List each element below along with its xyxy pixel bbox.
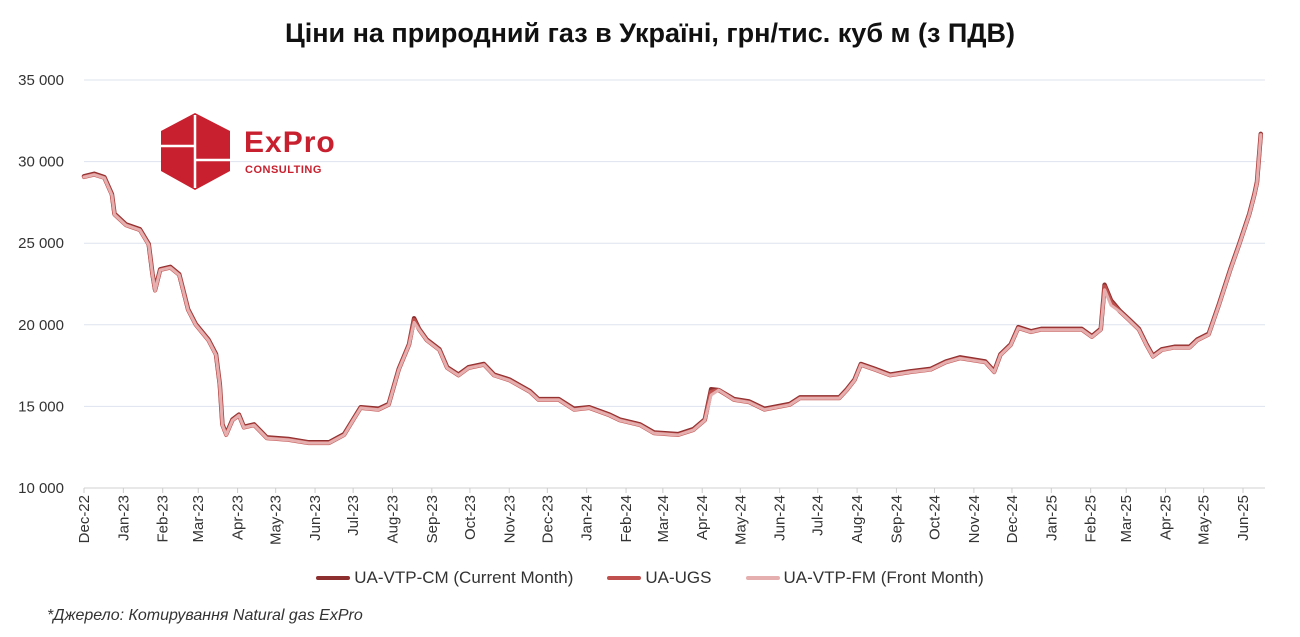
- x-tick-label: Apr-25: [1158, 495, 1175, 540]
- x-tick-label: Apr-24: [694, 495, 711, 540]
- x-tick-label: May-24: [732, 495, 749, 545]
- y-tick-label: 20 000: [18, 317, 64, 334]
- x-tick-label: Aug-24: [849, 495, 866, 543]
- x-tick-label: Mar-23: [190, 495, 207, 543]
- x-tick-label: Feb-25: [1083, 495, 1100, 543]
- y-tick-label: 25 000: [18, 235, 64, 252]
- x-tick-label: Dec-24: [1004, 495, 1021, 543]
- legend-label-ugs: UA-UGS: [645, 568, 712, 587]
- y-tick-label: 10 000: [18, 480, 64, 497]
- x-tick-label: Jun-25: [1235, 495, 1252, 541]
- x-tick-label: Sep-23: [424, 495, 441, 543]
- legend-label-fm: UA-VTP-FM (Front Month): [783, 568, 984, 587]
- x-tick-label: Oct-24: [927, 495, 944, 540]
- legend-item-ugs: UA-UGS: [607, 568, 712, 588]
- source-note: *Джерело: Котирування Natural gas ExPro: [47, 607, 363, 624]
- series-line-fm: [82, 133, 1263, 445]
- x-tick-label: Nov-24: [966, 495, 983, 543]
- x-tick-label: Jan-23: [115, 495, 132, 541]
- x-tick-label: Jun-24: [772, 495, 789, 541]
- legend-swatch-ugs: [607, 576, 642, 580]
- legend-swatch-fm: [745, 576, 780, 580]
- x-tick-label: Apr-23: [230, 495, 247, 540]
- x-tick-label: Mar-24: [655, 495, 672, 543]
- x-tick-label: May-23: [268, 495, 285, 545]
- legend-swatch-cm: [316, 576, 351, 580]
- y-tick-label: 15 000: [18, 398, 64, 415]
- chart-title: Ціни на природний газ в Україні, грн/тис…: [284, 18, 1016, 48]
- y-tick-label: 35 000: [18, 72, 64, 89]
- x-tick-label: Jul-24: [810, 495, 827, 536]
- x-tick-label: Mar-25: [1118, 495, 1135, 543]
- x-tick-label: Oct-23: [462, 495, 479, 540]
- x-tick-label: Feb-24: [618, 495, 635, 543]
- x-tick-label: Jun-23: [307, 495, 324, 541]
- x-tick-label: Jul-23: [345, 495, 362, 536]
- x-tick-label: Aug-23: [384, 495, 401, 543]
- expro-logo: ExPro CONSULTING: [158, 112, 388, 192]
- x-tick-label: Sep-24: [888, 495, 905, 543]
- x-tick-label: Jan-25: [1043, 495, 1060, 541]
- x-tick-label: May-25: [1196, 495, 1213, 545]
- legend-item-fm: UA-VTP-FM (Front Month): [745, 568, 984, 588]
- legend-label-cm: UA-VTP-CM (Current Month): [354, 568, 574, 587]
- x-tick-label: Nov-23: [501, 495, 518, 543]
- logo-name: ExPro: [244, 126, 336, 159]
- x-tick-label: Dec-23: [539, 495, 556, 543]
- x-tick-label: Feb-23: [155, 495, 172, 543]
- hexagon-logo-icon: [161, 113, 230, 190]
- y-tick-label: 30 000: [18, 154, 64, 171]
- x-tick-label: Jan-24: [579, 495, 596, 541]
- logo-subtitle: CONSULTING: [245, 164, 322, 176]
- x-tick-label: Dec-22: [76, 495, 93, 543]
- legend: UA-VTP-CM (Current Month) UA-UGS UA-VTP-…: [0, 568, 1300, 588]
- legend-item-cm: UA-VTP-CM (Current Month): [316, 568, 573, 588]
